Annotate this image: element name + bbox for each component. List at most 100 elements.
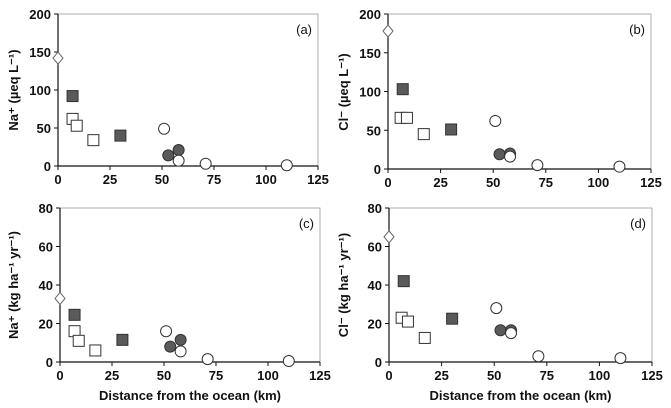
data-point-open-diamond [54,291,66,306]
x-tick-label: 125 [309,368,331,383]
x-tick-label: 0 [54,172,61,187]
y-tick-label: 0 [46,355,53,370]
data-point-filled-square [114,129,127,142]
x-tick-label: 25 [105,368,119,383]
panel-c: 0 25 50 75 100 125 0 20 40 60 80 Na⁺ (kg ha⁻¹ yr⁻¹)… [6,201,331,403]
y-axis-label: Cl⁻ (µeq L⁻¹) [336,53,351,131]
panel-b: 0 25 50 75 100 125 0 50 100 150 200 Cl⁻ (µeq L⁻¹) (b… [336,7,662,190]
data-point-open-circle [199,157,212,170]
data-point-open-diamond [52,51,64,65]
x-tick-label: 25 [103,172,117,187]
y-tick-label: 200 [359,7,381,22]
plot-frame [59,207,321,363]
data-point-filled-square [396,83,409,96]
x-tick-label: 25 [434,368,448,383]
data-point-filled-circle [162,149,175,162]
x-tick-label: 125 [640,175,662,190]
data-point-open-circle [531,159,544,172]
y-tick-label: 0 [375,355,382,370]
y-tick-label: 150 [359,46,381,61]
data-point-open-circle [280,159,293,172]
data-point-open-circle [172,154,185,167]
data-point-open-square [72,334,85,347]
x-tick-label: 75 [539,175,553,190]
data-point-filled-circle [164,340,177,353]
x-tick-label: 100 [257,368,279,383]
y-tick-label: 40 [368,278,382,293]
x-tick-label: 25 [433,175,447,190]
data-point-filled-circle [494,324,507,337]
x-tick-label: 50 [155,172,169,187]
y-tick-label: 100 [29,83,51,98]
x-tick-label: 75 [540,368,554,383]
data-point-open-circle [201,353,214,366]
panel-d: 0 25 50 75 100 125 0 20 40 60 80 Cl⁻ (kg ha⁻¹ yr⁻¹)… [336,201,663,403]
y-axis-label: Na⁺ (kg ha⁻¹ yr⁻¹) [6,231,21,339]
data-point-open-circle [613,160,626,173]
data-point-open-circle [282,355,295,368]
y-tick-label: 0 [374,162,381,177]
x-tick-label: 100 [589,368,611,383]
y-tick-label: 60 [39,240,53,255]
x-axis-label: Distance from the ocean (km) [429,388,611,403]
data-point-open-square [89,344,102,357]
data-point-open-square [417,128,430,141]
panel-label: (c) [299,216,314,231]
data-point-open-diamond [382,24,394,38]
y-axis-label: Na⁺ (µeq L⁻¹) [6,49,21,130]
data-point-open-circle [532,350,545,363]
x-tick-label: 50 [486,175,500,190]
data-point-open-square [70,119,83,132]
y-tick-label: 60 [368,240,382,255]
plot-frame [387,13,652,170]
x-tick-label: 50 [487,368,501,383]
data-point-open-circle [614,352,627,365]
x-tick-label: 0 [384,175,391,190]
y-tick-label: 40 [39,278,53,293]
data-point-filled-square [68,308,81,321]
data-point-filled-circle [174,333,187,346]
y-tick-label: 80 [368,201,382,216]
data-point-open-square [400,111,413,124]
x-tick-label: 100 [255,172,277,187]
x-tick-label: 0 [385,368,392,383]
data-point-open-circle [504,150,517,163]
y-tick-label: 0 [44,159,51,174]
data-point-filled-square [66,90,79,103]
data-point-filled-square [446,312,459,325]
y-tick-label: 150 [29,45,51,60]
data-point-open-circle [160,325,173,338]
data-point-open-circle [489,114,502,127]
data-point-filled-circle [493,148,506,161]
panel-a: 0 25 50 75 100 125 0 50 100 150 200 Na⁺ (µeq L⁻¹) (a… [6,7,329,187]
data-point-filled-square [445,123,458,136]
data-point-open-diamond [383,230,395,244]
y-tick-label: 100 [359,85,381,100]
y-tick-label: 200 [29,7,51,22]
x-axis-label: Distance from the ocean (km) [99,388,281,403]
x-tick-label: 0 [56,368,63,383]
panel-label: (b) [629,22,645,37]
panel-label: (a) [296,22,312,37]
data-point-open-square [87,134,100,147]
data-point-open-square [401,315,414,328]
data-point-open-circle [158,122,171,135]
data-point-filled-circle [172,144,185,157]
x-tick-label: 50 [157,368,171,383]
data-point-open-circle [505,327,518,340]
data-point-open-circle [490,302,503,315]
y-axis-label: Cl⁻ (kg ha⁻¹ yr⁻¹) [336,233,351,337]
x-tick-label: 75 [207,172,221,187]
y-tick-label: 80 [39,201,53,216]
x-tick-label: 125 [641,368,663,383]
y-tick-label: 50 [37,121,51,136]
x-tick-label: 125 [307,172,329,187]
y-tick-label: 20 [368,317,382,332]
y-tick-label: 50 [367,123,381,138]
data-point-filled-square [397,275,410,288]
y-tick-label: 20 [39,317,53,332]
data-point-open-square [418,331,431,344]
panel-label: (d) [630,216,646,231]
data-point-open-circle [174,345,187,358]
